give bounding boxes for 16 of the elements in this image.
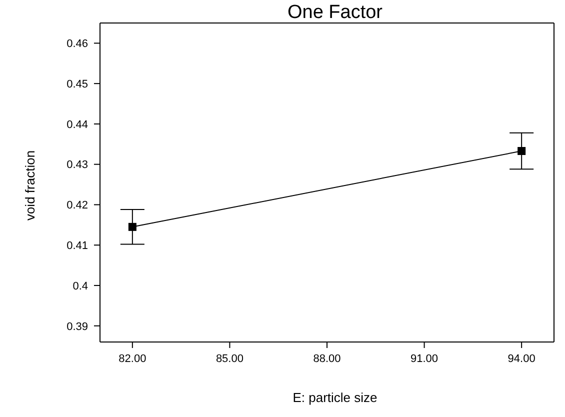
x-tick-label: 91.00 [410, 352, 438, 365]
x-axis-title: E: particle size [292, 390, 378, 405]
y-tick-label: 0.45 [66, 78, 88, 90]
x-tick-label: 88.00 [313, 352, 341, 365]
chart-title: One Factor [286, 2, 384, 24]
x-tick-label: 82.00 [118, 352, 146, 365]
x-tick-label: 85.00 [216, 352, 244, 365]
y-tick-label: 0.44 [66, 118, 88, 131]
y-tick-label: 0.46 [66, 38, 88, 50]
y-tick-label: 0.42 [66, 200, 88, 212]
y-axis-title: void fraction [22, 149, 38, 223]
x-tick-label: 94.00 [508, 352, 536, 365]
y-tick-label: 0.4 [72, 280, 88, 292]
y-tick-label: 0.39 [66, 320, 88, 333]
y-tick-label: 0.41 [66, 240, 88, 252]
y-tick-label: 0.43 [66, 159, 88, 172]
